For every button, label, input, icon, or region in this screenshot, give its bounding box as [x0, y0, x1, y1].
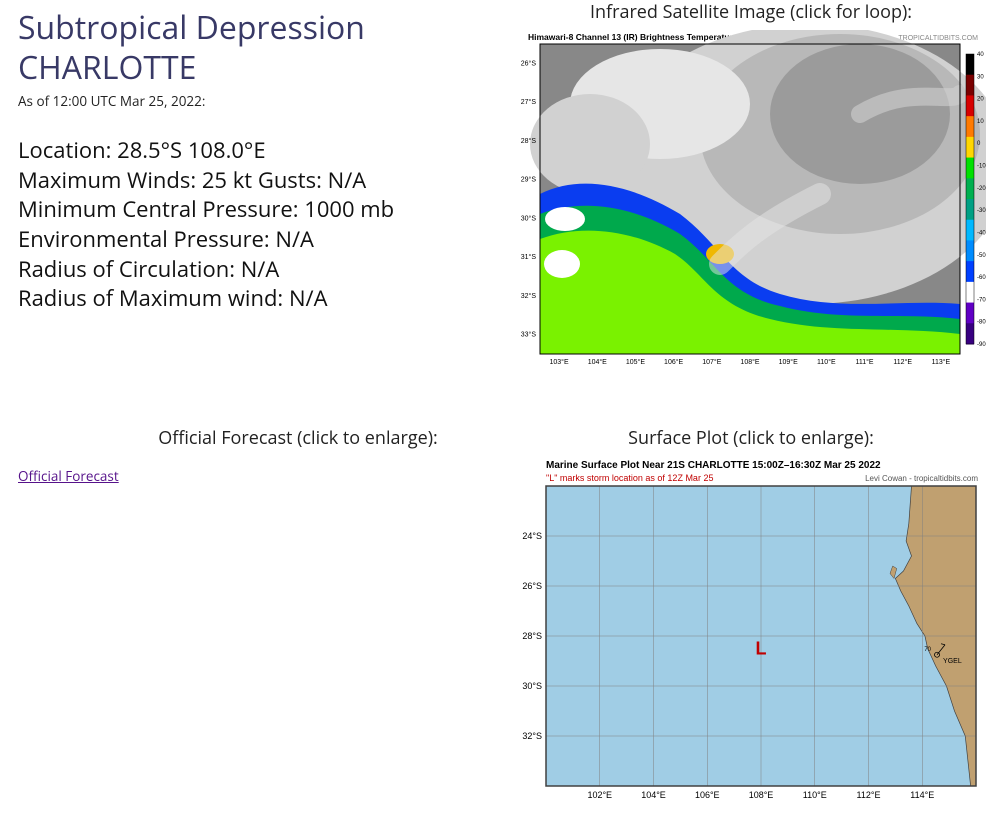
svg-text:104°E: 104°E — [588, 358, 607, 366]
svg-text:110°E: 110°E — [803, 790, 827, 800]
svg-text:30°S: 30°S — [522, 681, 542, 691]
svg-text:112°E: 112°E — [857, 790, 881, 800]
svg-text:Marine Surface Plot Near 21S C: Marine Surface Plot Near 21S CHARLOTTE 1… — [546, 460, 881, 471]
stat-location: Location: 28.5°S 108.0°E — [18, 136, 498, 166]
svg-text:29°S: 29°S — [521, 176, 537, 184]
svg-text:110°E: 110°E — [817, 358, 836, 366]
surface-plot-image[interactable]: Marine Surface Plot Near 21S CHARLOTTE 1… — [516, 456, 986, 806]
svg-text:70: 70 — [924, 647, 931, 653]
svg-text:-50: -50 — [977, 253, 986, 259]
svg-text:104°E: 104°E — [641, 790, 666, 800]
surface-plot-caption: Surface Plot (click to enlarge): — [516, 426, 986, 450]
svg-text:L: L — [756, 639, 767, 659]
svg-text:20: 20 — [977, 97, 984, 103]
svg-text:28°S: 28°S — [521, 137, 537, 145]
stat-roc: Radius of Circulation: N/A — [18, 255, 498, 285]
stat-location-value: 28.5°S 108.0°E — [117, 135, 265, 165]
stat-gusts-value: N/A — [328, 165, 367, 195]
svg-text:-60: -60 — [977, 275, 986, 281]
as-of-time: 12:00 UTC Mar 25, 2022 — [53, 92, 202, 110]
stat-minpress-value: 1000 mb — [304, 194, 394, 224]
official-forecast-link[interactable]: Official Forecast — [18, 467, 119, 485]
stat-location-label: Location: — [18, 135, 117, 165]
svg-text:-90: -90 — [977, 342, 986, 348]
stat-rmw-label: Radius of Maximum wind: — [18, 283, 289, 313]
svg-text:TROPICALTIDBITS.COM: TROPICALTIDBITS.COM — [898, 35, 978, 42]
stat-gusts-label: Gusts: — [252, 165, 328, 195]
svg-text:-10: -10 — [977, 164, 986, 170]
stat-envpress-value: N/A — [275, 224, 314, 254]
svg-text:-70: -70 — [977, 297, 986, 303]
svg-text:31°S: 31°S — [521, 253, 537, 261]
svg-text:26°S: 26°S — [521, 59, 537, 67]
svg-text:33°S: 33°S — [521, 331, 537, 339]
stat-minpress: Minimum Central Pressure: 1000 mb — [18, 195, 498, 225]
svg-text:-20: -20 — [977, 186, 986, 192]
stat-maxwind-label: Maximum Winds: — [18, 165, 202, 195]
ir-sat-caption: Infrared Satellite Image (click for loop… — [516, 0, 986, 24]
svg-text:"L" marks storm location as of: "L" marks storm location as of 12Z Mar 2… — [546, 473, 713, 483]
svg-text:106°E: 106°E — [664, 358, 683, 366]
svg-text:32°S: 32°S — [521, 292, 537, 300]
svg-text:Levi Cowan - tropicaltidbits.c: Levi Cowan - tropicaltidbits.com — [865, 474, 978, 483]
as-of-prefix: As of — [18, 92, 53, 110]
svg-text:-80: -80 — [977, 320, 986, 326]
storm-name-line2: CHARLOTTE — [18, 46, 196, 89]
svg-text:32°S: 32°S — [522, 731, 542, 741]
svg-text:26°S: 26°S — [522, 581, 542, 591]
stat-minpress-label: Minimum Central Pressure: — [18, 194, 304, 224]
storm-name-line1: Subtropical Depression — [18, 6, 365, 49]
stat-rmw-value: N/A — [289, 283, 328, 313]
svg-text:28°S: 28°S — [522, 631, 542, 641]
svg-text:106°E: 106°E — [695, 790, 720, 800]
svg-text:113°E: 113°E — [932, 358, 951, 366]
svg-text:111°E: 111°E — [855, 358, 873, 366]
svg-text:30: 30 — [977, 74, 984, 80]
stat-roc-label: Radius of Circulation: — [18, 254, 241, 284]
svg-text:109°E: 109°E — [779, 358, 798, 366]
svg-text:40: 40 — [977, 52, 984, 58]
svg-text:105°E: 105°E — [626, 358, 645, 366]
svg-text:112°E: 112°E — [893, 358, 912, 366]
stat-maxwind-value: 25 kt — [202, 165, 252, 195]
official-forecast-caption: Official Forecast (click to enlarge): — [98, 426, 498, 450]
svg-text:108°E: 108°E — [749, 790, 774, 800]
svg-text:24°S: 24°S — [522, 531, 542, 541]
ir-sat-image[interactable]: Himawari-8 Channel 13 (IR) Brightness Te… — [516, 30, 986, 370]
stat-envpress: Environmental Pressure: N/A — [18, 225, 498, 255]
as-of-suffix: : — [202, 92, 206, 110]
svg-text:103°E: 103°E — [550, 358, 569, 366]
svg-text:27°S: 27°S — [521, 98, 537, 106]
as-of-line: As of 12:00 UTC Mar 25, 2022: — [18, 92, 498, 110]
svg-text:108°E: 108°E — [740, 358, 759, 366]
stat-maxwind: Maximum Winds: 25 kt Gusts: N/A — [18, 166, 498, 196]
svg-text:30°S: 30°S — [521, 214, 537, 222]
svg-text:10: 10 — [977, 119, 984, 125]
svg-text:114°E: 114°E — [910, 790, 934, 800]
svg-text:-30: -30 — [977, 208, 986, 214]
stat-roc-value: N/A — [241, 254, 280, 284]
stat-envpress-label: Environmental Pressure: — [18, 224, 275, 254]
storm-name-heading: Subtropical Depression CHARLOTTE — [18, 8, 498, 88]
stat-rmw: Radius of Maximum wind: N/A — [18, 284, 498, 314]
svg-text:102°E: 102°E — [587, 790, 612, 800]
svg-text:107°E: 107°E — [702, 358, 721, 366]
svg-text:YGEL: YGEL — [943, 658, 962, 665]
svg-text:-40: -40 — [977, 230, 986, 236]
